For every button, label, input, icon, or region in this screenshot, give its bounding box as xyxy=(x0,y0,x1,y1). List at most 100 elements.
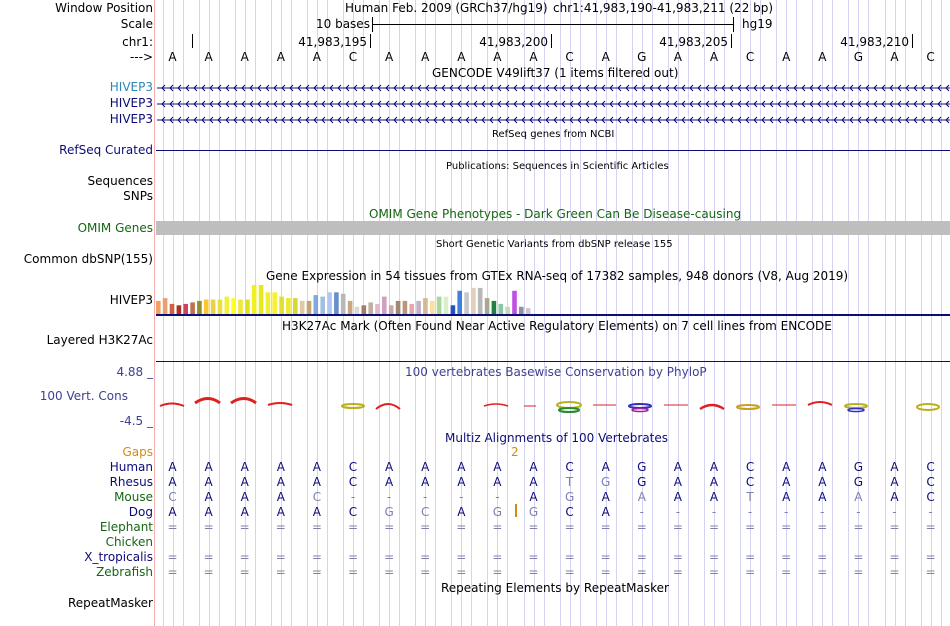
omim-gene-bar[interactable] xyxy=(156,221,950,235)
gtex-tissue-bar[interactable] xyxy=(436,296,442,314)
alignment-base: A xyxy=(421,475,430,489)
gtex-track-title: Gene Expression in 54 tissues from GTEx … xyxy=(266,269,849,283)
reference-base: A xyxy=(890,50,899,64)
gencode-label-1[interactable]: HIVEP3 xyxy=(109,80,153,94)
alignment-base: = xyxy=(492,565,503,579)
publications-label[interactable]: Sequences xyxy=(87,174,153,188)
alignment-base: = xyxy=(311,520,322,534)
alignment-base: = xyxy=(456,520,467,534)
gtex-tissue-bar[interactable] xyxy=(347,300,353,314)
h3k27ac-label[interactable]: Layered H3K27Ac xyxy=(46,333,153,347)
repeatmasker-label[interactable]: RepeatMasker xyxy=(67,596,153,610)
alignment-base: = xyxy=(672,565,683,579)
multiz-track-title: Multiz Alignments of 100 Vertebrates xyxy=(445,431,669,445)
gtex-tissue-bar[interactable] xyxy=(334,292,339,315)
snps-label[interactable]: SNPs xyxy=(123,189,153,203)
gtex-tissue-bar[interactable] xyxy=(368,302,373,314)
species-label-dog[interactable]: Dog xyxy=(128,505,153,519)
gap-count: 2 xyxy=(511,445,519,459)
gencode-label-2[interactable]: HIVEP3 xyxy=(109,96,153,110)
gtex-tissue-bar[interactable] xyxy=(272,292,277,315)
species-label-mouse[interactable]: Mouse xyxy=(114,490,153,504)
alignment-base: A xyxy=(890,490,899,504)
gaps-label[interactable]: Gaps xyxy=(122,445,153,459)
gtex-tissue-bar[interactable] xyxy=(416,300,421,314)
alignment-base: = xyxy=(564,520,575,534)
species-label-x_tropicalis[interactable]: X_tropicalis xyxy=(84,550,153,564)
alignment-base: A xyxy=(240,490,249,504)
alignment-base: A xyxy=(601,505,610,519)
gtex-tissue-bar[interactable] xyxy=(224,296,230,314)
grid-line xyxy=(822,0,823,626)
alignment-base: A xyxy=(673,490,682,504)
alignment-base: = xyxy=(311,550,322,564)
gtex-tissue-bar[interactable] xyxy=(519,306,524,315)
dbsnp-label[interactable]: Common dbSNP(155) xyxy=(23,252,153,266)
gtex-tissue-bar[interactable] xyxy=(491,300,497,314)
gtex-tissue-bar[interactable] xyxy=(210,299,216,315)
gtex-label[interactable]: HIVEP3 xyxy=(109,293,153,307)
gtex-tissue-bar[interactable] xyxy=(382,296,387,314)
species-label-chicken[interactable]: Chicken xyxy=(105,535,153,549)
gtex-tissue-bar[interactable] xyxy=(203,299,209,315)
alignment-base: A xyxy=(782,475,791,489)
grid-line xyxy=(560,0,561,626)
alignment-base: = xyxy=(925,565,936,579)
alignment-base: - xyxy=(892,505,897,519)
gtex-tissue-bar[interactable] xyxy=(443,296,449,314)
gtex-tissue-bar[interactable] xyxy=(512,290,517,314)
omim-label[interactable]: OMIM Genes xyxy=(77,221,153,235)
grid-line xyxy=(812,0,813,626)
alignment-base: A xyxy=(457,460,466,474)
alignment-base: C xyxy=(565,460,574,474)
alignment-base: C xyxy=(348,505,358,519)
alignment-base: C xyxy=(926,490,935,504)
gtex-tissue-bar[interactable] xyxy=(156,300,161,314)
gtex-tissue-bar[interactable] xyxy=(286,298,291,315)
species-label-rhesus[interactable]: Rhesus xyxy=(109,475,153,489)
position-text[interactable]: chr1:41,983,190-41,983,211 (22 bp) xyxy=(553,1,774,15)
refseq-label[interactable]: RefSeq Curated xyxy=(59,143,153,157)
gtex-tissue-bar[interactable] xyxy=(477,287,483,314)
gencode-label-3[interactable]: HIVEP3 xyxy=(109,112,153,126)
alignment-base: = xyxy=(239,565,250,579)
gtex-tissue-bar[interactable] xyxy=(265,292,271,315)
gtex-tissue-bar[interactable] xyxy=(402,300,408,314)
conservation-label[interactable]: 100 Vert. Cons xyxy=(39,389,128,403)
gtex-tissue-bar[interactable] xyxy=(409,303,414,314)
alignment-base: A xyxy=(204,475,213,489)
side-label-border xyxy=(154,0,155,626)
chrom-label: chr1: xyxy=(122,35,153,49)
ruler-tick xyxy=(912,34,913,48)
alignment-base: = xyxy=(781,550,792,564)
species-label-human[interactable]: Human xyxy=(109,460,153,474)
gtex-tissue-bar[interactable] xyxy=(498,303,504,314)
reference-base: A xyxy=(709,50,719,64)
alignment-base: C xyxy=(565,505,574,519)
gtex-tissue-bar[interactable] xyxy=(183,303,188,314)
species-label-zebrafish[interactable]: Zebrafish xyxy=(96,565,153,579)
alignment-base: A xyxy=(782,490,791,504)
gtex-tissue-bar[interactable] xyxy=(293,298,298,315)
grid-line xyxy=(497,0,498,626)
alignment-base: = xyxy=(420,550,431,564)
gtex-tissue-bar[interactable] xyxy=(190,302,195,314)
species-label-elephant[interactable]: Elephant xyxy=(99,520,153,534)
alignment-base: = xyxy=(384,550,395,564)
reference-base: A xyxy=(529,50,538,64)
refseq-gene-line[interactable] xyxy=(156,150,950,151)
gtex-tissue-bar[interactable] xyxy=(176,305,182,314)
gtex-tissue-bar[interactable] xyxy=(299,300,305,314)
alignment-base: = xyxy=(817,550,828,564)
alignment-base: G xyxy=(853,460,864,474)
gtex-tissue-bar[interactable] xyxy=(354,306,360,315)
gtex-tissue-bar[interactable] xyxy=(258,285,264,314)
gtex-tissue-bar[interactable] xyxy=(320,296,325,314)
gtex-tissue-bar[interactable] xyxy=(430,300,435,314)
gtex-tissue-bar[interactable] xyxy=(464,292,469,315)
alignment-base: = xyxy=(708,520,720,534)
ruler-coordinate: 41,983,195 xyxy=(298,35,367,49)
gtex-tissue-bar[interactable] xyxy=(238,299,243,315)
alignment-base: = xyxy=(708,565,720,579)
